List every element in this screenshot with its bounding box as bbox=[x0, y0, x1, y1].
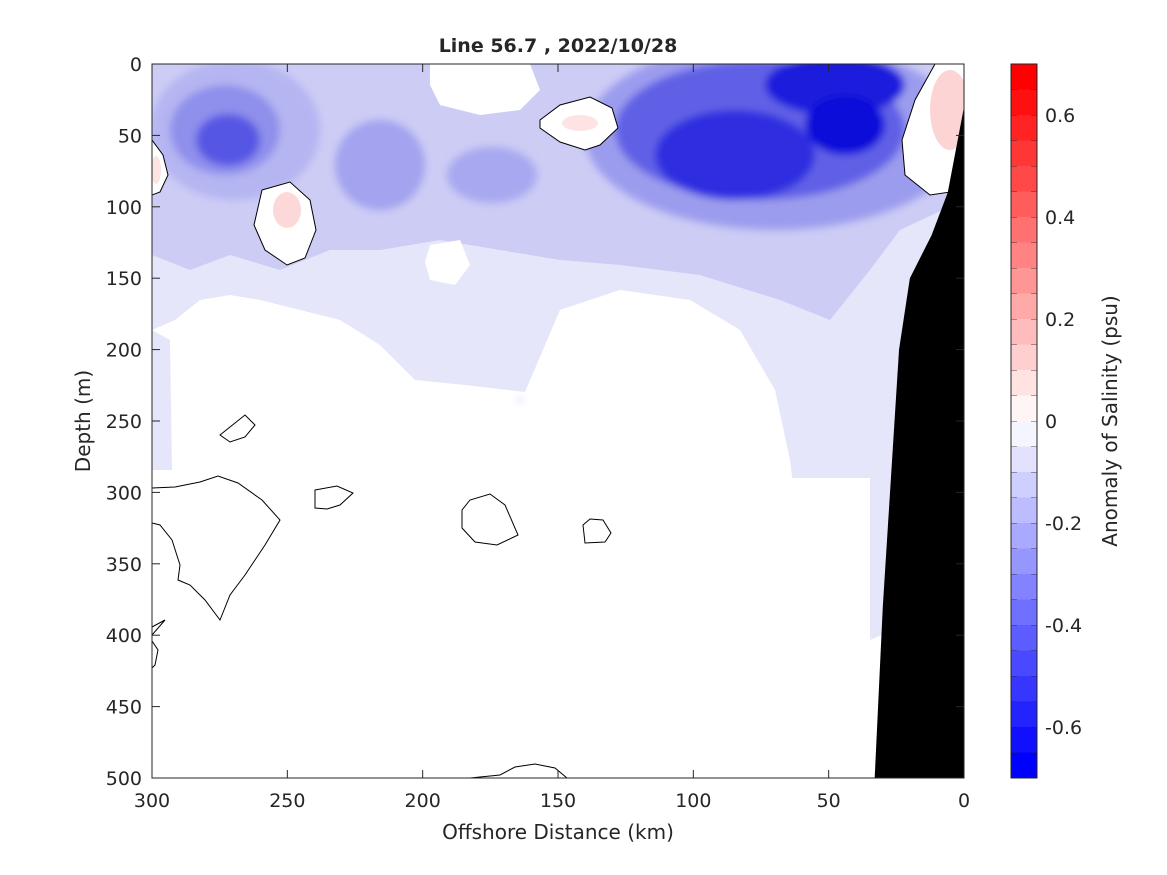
colorbar-band bbox=[1011, 115, 1037, 141]
x-tick-label: 200 bbox=[405, 790, 441, 812]
zero-contour bbox=[469, 763, 568, 778]
colorbar-frame bbox=[1010, 63, 1038, 779]
x-tick-label: 250 bbox=[269, 790, 305, 812]
x-tick-label: 0 bbox=[958, 790, 970, 812]
colorbar-ticks: 0.6 0.4 0.2 0 -0.2 -0.4 -0.6 bbox=[1045, 105, 1082, 739]
colorbar-band bbox=[1011, 166, 1037, 192]
colorbar-band bbox=[1011, 727, 1037, 753]
colorbar-band bbox=[1011, 548, 1037, 574]
colorbar-tick-label: -0.4 bbox=[1045, 615, 1082, 637]
colorbar-band bbox=[1011, 395, 1037, 421]
positive-core-coast bbox=[930, 70, 964, 150]
zero-contour bbox=[219, 414, 256, 443]
colorbar-band bbox=[1011, 752, 1037, 778]
colorbar-band bbox=[1011, 191, 1037, 217]
colorbar-band bbox=[1011, 242, 1037, 268]
colorbar-band bbox=[1011, 599, 1037, 625]
colorbar-band bbox=[1011, 268, 1037, 294]
plot-area bbox=[152, 64, 964, 778]
zero-contour bbox=[582, 518, 612, 544]
colorbar-band bbox=[1011, 140, 1037, 166]
near-zero-patch-deep bbox=[152, 478, 870, 778]
colorbar-tick-label: 0 bbox=[1045, 411, 1057, 433]
y-tick-label: 500 bbox=[106, 768, 142, 790]
zero-contour bbox=[314, 485, 354, 510]
colorbar-tick-label: -0.6 bbox=[1045, 717, 1082, 739]
colorbar-band bbox=[1011, 446, 1037, 472]
colorbar-band bbox=[1011, 344, 1037, 370]
negative-anomaly-lobe-west bbox=[152, 330, 172, 470]
y-tick-label: 0 bbox=[130, 54, 142, 76]
colorbar-band bbox=[1011, 650, 1037, 676]
bathymetry-seafloor bbox=[874, 106, 964, 778]
zero-contour bbox=[461, 493, 519, 546]
zero-contour bbox=[152, 475, 281, 622]
y-tick-label: 350 bbox=[106, 554, 142, 576]
x-axis: 300 250 200 150 100 50 0 bbox=[134, 64, 970, 812]
positive-core-250km bbox=[273, 192, 301, 228]
colorbar-band bbox=[1011, 701, 1037, 727]
colorbar-band bbox=[1011, 625, 1037, 651]
colorbar-band bbox=[1011, 89, 1037, 115]
positive-core-150km bbox=[562, 115, 598, 131]
zero-contour bbox=[152, 619, 166, 636]
colorbar-tick-label: -0.2 bbox=[1045, 513, 1082, 535]
y-tick-label: 200 bbox=[106, 340, 142, 362]
colorbar-band bbox=[1011, 370, 1037, 396]
x-tick-label: 100 bbox=[675, 790, 711, 812]
y-tick-label: 400 bbox=[106, 625, 142, 647]
colorbar-band bbox=[1011, 574, 1037, 600]
colorbar-band bbox=[1011, 676, 1037, 702]
x-tick-label: 50 bbox=[817, 790, 841, 812]
colorbar-tick-label: 0.2 bbox=[1045, 309, 1075, 331]
y-axis-label: Depth (m) bbox=[71, 370, 95, 472]
near-zero-patch-north bbox=[430, 64, 540, 115]
colorbar-tick-label: 0.6 bbox=[1045, 105, 1075, 127]
colorbar-band bbox=[1011, 293, 1037, 319]
colorbar-band bbox=[1011, 523, 1037, 549]
positive-core-west-edge bbox=[152, 156, 161, 184]
y-tick-label: 250 bbox=[106, 411, 142, 433]
chart-title: Line 56.7 , 2022/10/28 bbox=[439, 35, 678, 57]
y-tick-label: 50 bbox=[118, 125, 142, 147]
colorbar-band bbox=[1011, 319, 1037, 345]
colorbar-band bbox=[1011, 472, 1037, 498]
anomaly-blobs bbox=[152, 64, 964, 403]
y-tick-label: 300 bbox=[106, 482, 142, 504]
zero-contours bbox=[152, 414, 612, 778]
colorbar-band bbox=[1011, 421, 1037, 447]
y-tick-label: 450 bbox=[106, 697, 142, 719]
colorbar-band bbox=[1011, 64, 1037, 90]
colorbar: 0.6 0.4 0.2 0 -0.2 -0.4 -0.6 Anomaly of Salini… bbox=[1010, 63, 1122, 779]
near-zero-patch-mid bbox=[425, 240, 470, 285]
colorbar-bands bbox=[1011, 63, 1037, 778]
colorbar-band bbox=[1011, 217, 1037, 243]
zero-contour bbox=[152, 640, 159, 669]
y-axis: 0 50 100 150 200 250 300 350 400 450 500 bbox=[106, 54, 964, 790]
x-tick-label: 150 bbox=[540, 790, 576, 812]
near-zero-patches bbox=[152, 64, 870, 778]
y-tick-label: 100 bbox=[106, 197, 142, 219]
x-tick-label: 300 bbox=[134, 790, 170, 812]
colorbar-label: Anomaly of Salinity (psu) bbox=[1098, 295, 1122, 546]
colorbar-tick-label: 0.4 bbox=[1045, 207, 1075, 229]
colorbar-band bbox=[1011, 497, 1037, 523]
positive-anomaly-patches bbox=[152, 64, 964, 266]
y-tick-label: 150 bbox=[106, 268, 142, 290]
x-axis-label: Offshore Distance (km) bbox=[442, 820, 674, 844]
